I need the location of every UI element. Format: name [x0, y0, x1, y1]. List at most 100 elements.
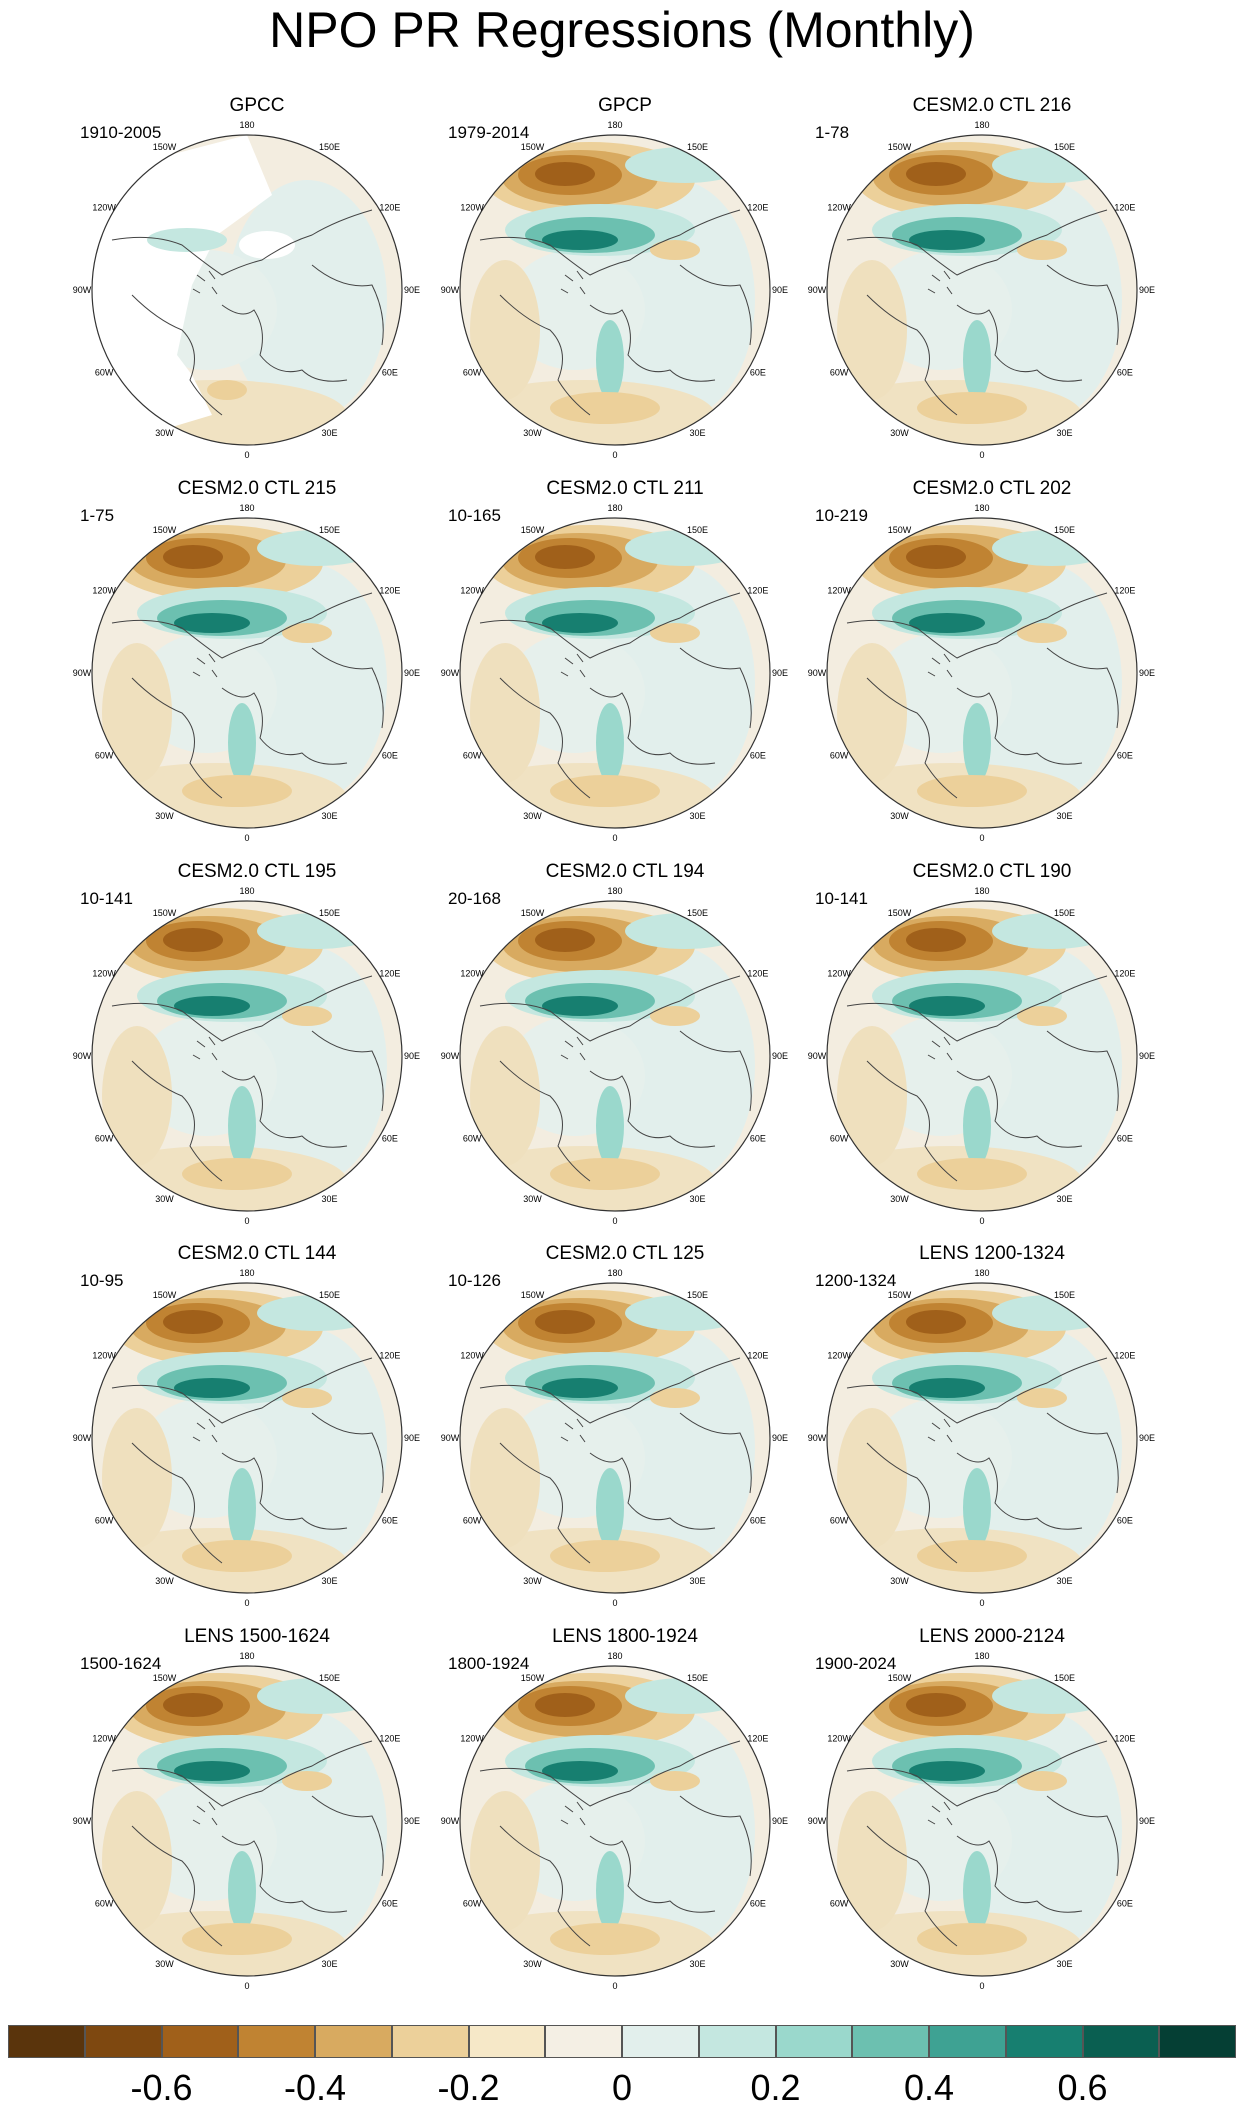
longitude-label: 30E	[1056, 428, 1072, 438]
longitude-label: 150E	[1054, 525, 1075, 535]
colorbar-box	[8, 2025, 85, 2058]
longitude-label: 120E	[1114, 1351, 1135, 1361]
longitude-label: 180	[239, 503, 254, 513]
coastlines	[479, 1740, 752, 1947]
longitude-label: 150E	[319, 525, 340, 535]
panel-title: GPCP	[598, 95, 652, 116]
longitude-label: 0	[612, 833, 617, 843]
colorbar-tick-label: 0.4	[903, 2067, 955, 2108]
longitude-label: 120E	[747, 1734, 768, 1744]
longitude-label: 60E	[382, 1899, 398, 1909]
field-shading	[92, 135, 402, 445]
panel-title: CESM2.0 CTL 211	[546, 478, 704, 499]
longitude-label: 150W	[521, 142, 545, 152]
longitude-label: 60E	[382, 1516, 398, 1526]
longitude-label: 30W	[155, 1194, 174, 1204]
map-boundary	[826, 1665, 1138, 1977]
map-panel: CESM2.0 CTL 125 180 150E 120E 90E 60E 30E 0 30W 6…	[440, 1243, 810, 1618]
coastlines	[846, 1357, 1119, 1564]
longitude-label: 120W	[92, 586, 116, 596]
panel-period: 10-165	[448, 506, 501, 525]
longitude-label: 0	[979, 1216, 984, 1226]
longitude-label: 60W	[830, 1899, 849, 1909]
longitude-label: 60W	[95, 368, 114, 378]
longitude-label: 90W	[73, 1433, 92, 1443]
longitude-label: 90W	[808, 1433, 827, 1443]
longitude-label: 30E	[1056, 1194, 1072, 1204]
longitude-label: 180	[974, 886, 989, 896]
longitude-label: 30W	[890, 1576, 909, 1586]
longitude-label: 120W	[92, 1351, 116, 1361]
colorbar-box	[238, 2025, 315, 2058]
longitude-label: 90W	[73, 1816, 92, 1826]
longitude-label: 150W	[888, 908, 912, 918]
longitude-label: 90E	[772, 1433, 788, 1443]
longitude-label: 150E	[687, 142, 708, 152]
longitude-label: 60E	[382, 751, 398, 761]
panel-period: 10-126	[448, 1271, 501, 1290]
coastlines	[846, 975, 1119, 1182]
longitude-label: 0	[244, 833, 249, 843]
longitude-label: 30E	[321, 811, 337, 821]
polar-map: 180 150E 120E 90E 60E 30E 0 30W 60W 90W 120W 150W	[441, 886, 788, 1226]
longitude-label: 120E	[1114, 203, 1135, 213]
longitude-label: 180	[607, 1651, 622, 1661]
longitude-label: 60W	[463, 751, 482, 761]
panel-title: LENS 1800-1924	[552, 1626, 698, 1647]
longitude-label: 150E	[687, 525, 708, 535]
longitude-label: 60E	[1117, 1516, 1133, 1526]
longitude-label: 120W	[827, 203, 851, 213]
colorbar-box	[698, 2025, 776, 2058]
longitude-label: 30W	[890, 811, 909, 821]
field-shading	[827, 518, 1137, 828]
longitude-label: 30E	[321, 1576, 337, 1586]
longitude-label: 90E	[1139, 285, 1155, 295]
longitude-label: 30W	[155, 1576, 174, 1586]
longitude-label: 60E	[750, 1134, 766, 1144]
longitude-label: 150E	[319, 1673, 340, 1683]
colorbar-box	[161, 2025, 239, 2058]
longitude-label: 120W	[827, 969, 851, 979]
polar-map: 180 150E 120E 90E 60E 30E 0 30W 60W 90W 120W 150W	[808, 120, 1155, 460]
map-panel: LENS 1200-1324 180 150E 120E 90E 60E 30E 0 30W 60…	[807, 1243, 1177, 1618]
longitude-label: 60W	[830, 751, 849, 761]
longitude-label: 90E	[772, 1816, 788, 1826]
coastlines	[846, 209, 1119, 416]
polar-map: 180 150E 120E 90E 60E 30E 0 30W 60W 90W 120W 150W	[808, 1268, 1155, 1608]
panel-title: LENS 1500-1624	[184, 1626, 330, 1647]
longitude-label: 0	[612, 1981, 617, 1991]
longitude-label: 30E	[689, 1576, 705, 1586]
longitude-label: 120W	[827, 586, 851, 596]
longitude-label: 60W	[463, 1899, 482, 1909]
longitude-label: 0	[244, 1216, 249, 1226]
colorbar-tick-label: 0	[611, 2067, 633, 2108]
longitude-label: 30W	[523, 1194, 542, 1204]
longitude-label: 60W	[95, 1516, 114, 1526]
longitude-label: 150W	[521, 525, 545, 535]
longitude-label: 90W	[441, 1816, 460, 1826]
polar-map: 180 150E 120E 90E 60E 30E 0 30W 60W 90W 120W 150W	[73, 1651, 420, 1991]
longitude-label: 120E	[1114, 1734, 1135, 1744]
polar-map: 180 150E 120E 90E 60E 30E 0 30W 60W 90W 120W 150W	[73, 120, 420, 460]
map-boundary	[826, 1282, 1138, 1594]
coastlines	[479, 975, 752, 1182]
colorbar-box	[468, 2025, 546, 2058]
polar-map: 180 150E 120E 90E 60E 30E 0 30W 60W 90W 120W 150W	[441, 1268, 788, 1608]
longitude-label: 90W	[808, 1051, 827, 1061]
longitude-label: 90E	[1139, 1816, 1155, 1826]
longitude-label: 120W	[827, 1734, 851, 1744]
colorbar-box	[1159, 2025, 1236, 2058]
panel-period: 20-168	[448, 889, 501, 908]
longitude-label: 60W	[463, 1134, 482, 1144]
longitude-label: 150W	[153, 1673, 177, 1683]
polar-map: 180 150E 120E 90E 60E 30E 0 30W 60W 90W 120W 150W	[73, 503, 420, 843]
longitude-label: 30E	[1056, 811, 1072, 821]
longitude-label: 30W	[523, 1576, 542, 1586]
longitude-label: 120W	[460, 969, 484, 979]
polar-map: 180 150E 120E 90E 60E 30E 0 30W 60W 90W 120W 150W	[73, 1268, 420, 1608]
panel-title: CESM2.0 CTL 125	[545, 1243, 705, 1264]
map-boundary	[826, 900, 1138, 1212]
panel-title: LENS 1200-1324	[919, 1243, 1065, 1264]
longitude-label: 30E	[1056, 1959, 1072, 1969]
longitude-label: 150E	[1054, 1673, 1075, 1683]
